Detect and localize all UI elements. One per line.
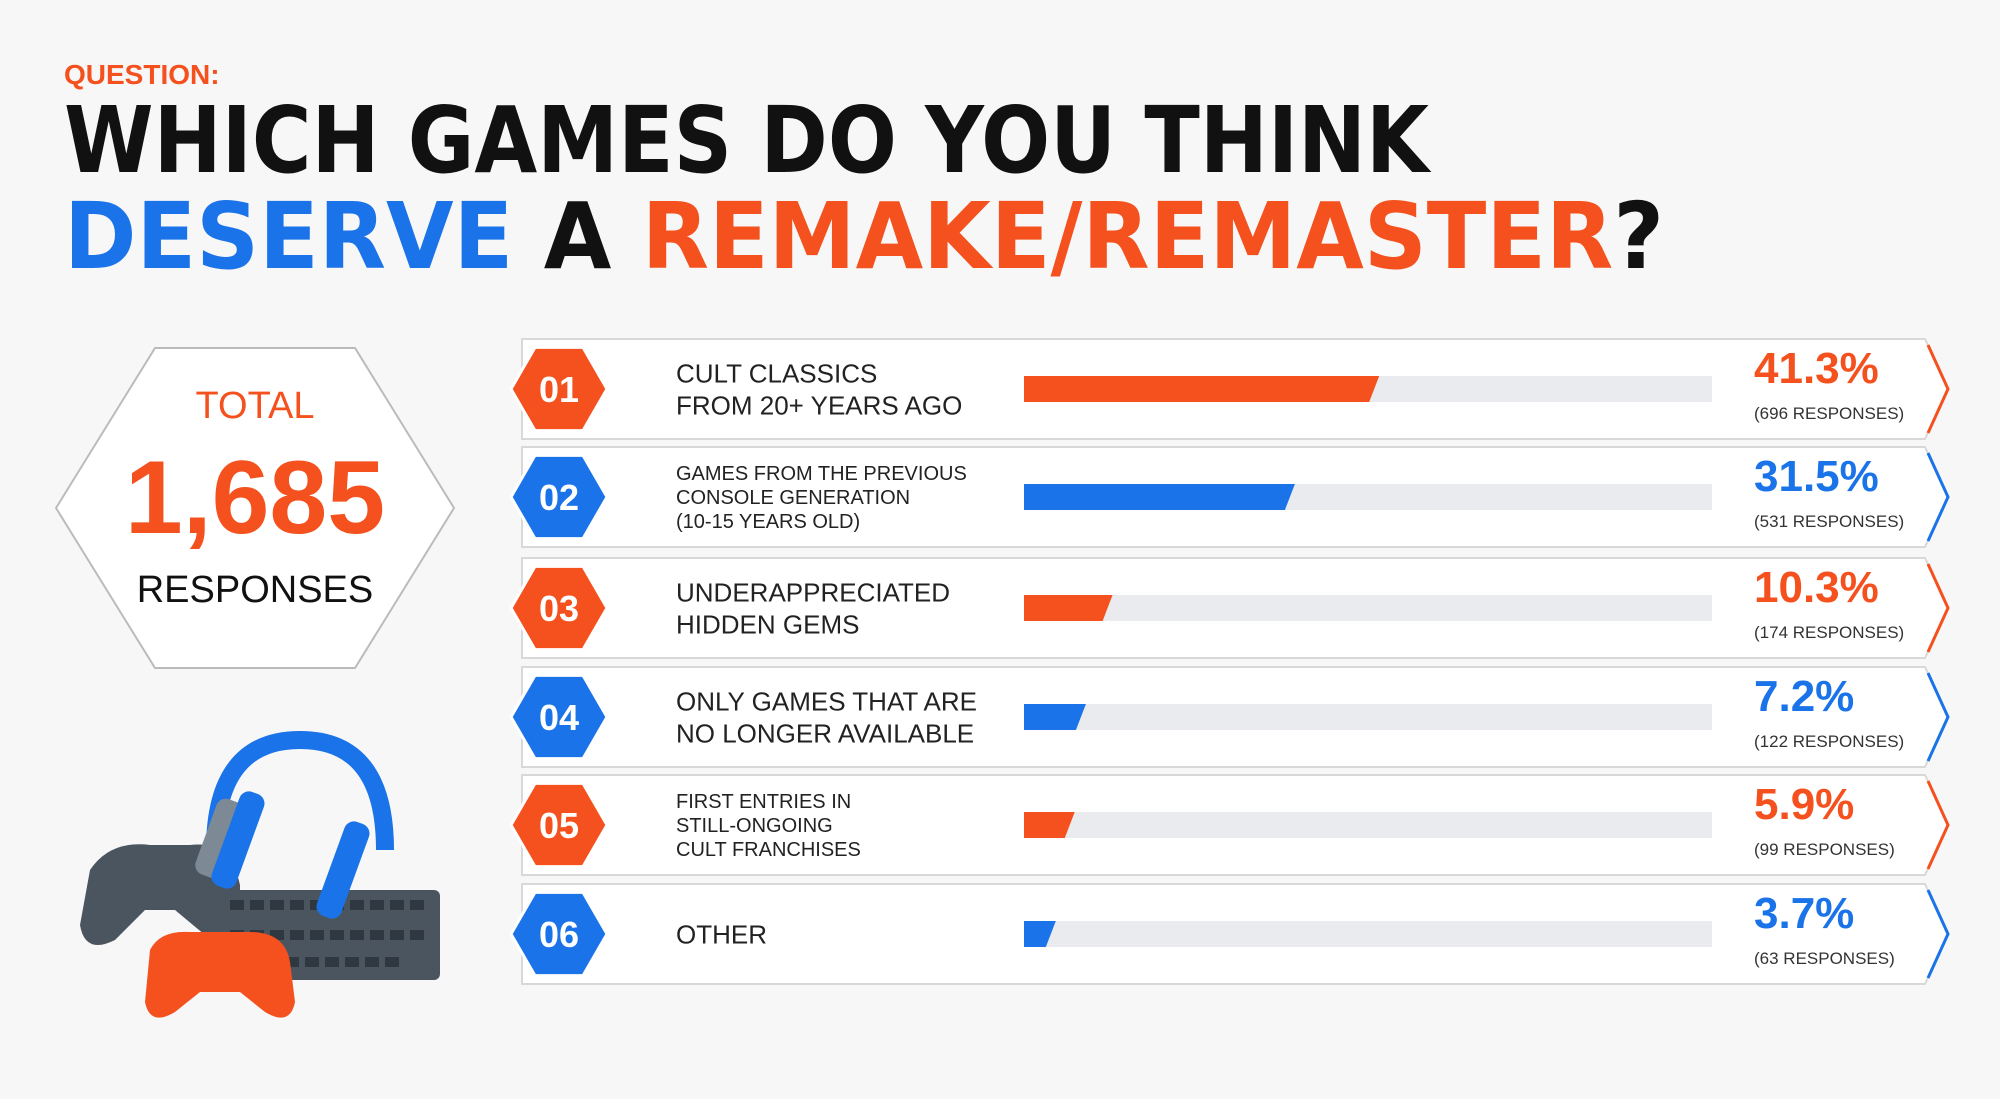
rank-badge xyxy=(509,673,609,761)
response-label: (174 RESPONSES) xyxy=(1754,623,1904,642)
response-label: (531 RESPONSES) xyxy=(1754,512,1904,531)
bar-track xyxy=(1024,812,1712,838)
total-heading: TOTAL xyxy=(196,385,315,427)
bar xyxy=(1024,812,1075,838)
bar xyxy=(1024,484,1295,510)
response-label: (99 RESPONSES) xyxy=(1754,840,1895,859)
total-value: 1,685 xyxy=(125,440,385,556)
value-label: 41.3% xyxy=(1754,344,1879,393)
rank-label: 02 xyxy=(539,477,579,518)
rank-label: 04 xyxy=(539,697,579,738)
category-label: NO LONGER AVAILABLE xyxy=(676,718,974,748)
category-label: CULT FRANCHISES xyxy=(676,839,861,861)
category-label: FROM 20+ YEARS AGO xyxy=(676,390,962,420)
category-label: FIRST ENTRIES IN xyxy=(676,791,851,813)
category-label: CONSOLE GENERATION xyxy=(676,487,910,509)
title-line: DESERVE A REMAKE/REMASTER? xyxy=(64,183,1664,290)
title-part: DESERVE xyxy=(64,183,513,290)
total-hexagon xyxy=(54,347,456,669)
rank-badge xyxy=(509,345,609,433)
response-label: (63 RESPONSES) xyxy=(1754,949,1895,968)
category-label: UNDERAPPRECIATED xyxy=(676,577,950,607)
category-label: OTHER xyxy=(676,919,767,949)
value-label: 10.3% xyxy=(1754,563,1879,612)
response-label: (696 RESPONSES) xyxy=(1754,404,1904,423)
response-label: (122 RESPONSES) xyxy=(1754,732,1904,751)
rank-label: 01 xyxy=(539,369,579,410)
rank-badge xyxy=(509,781,609,869)
value-label: 3.7% xyxy=(1754,889,1854,938)
gaming-icons xyxy=(80,730,440,1018)
category-label: STILL-ONGOING xyxy=(676,815,833,837)
title-part: A xyxy=(544,183,612,290)
question-label: QUESTION: xyxy=(64,59,220,90)
rank-badge xyxy=(509,564,609,652)
value-label: 31.5% xyxy=(1754,452,1879,501)
row-chevron xyxy=(1926,672,1950,762)
bar-track xyxy=(1024,921,1712,947)
category-label: CULT CLASSICS xyxy=(676,358,877,388)
title-line: WHICH GAMES DO YOU THINK xyxy=(64,87,1432,194)
row-chevron xyxy=(1926,452,1950,542)
rank-label: 05 xyxy=(539,805,579,846)
value-label: 7.2% xyxy=(1754,672,1854,721)
row-chevron xyxy=(1926,563,1950,653)
row-chevron xyxy=(1926,780,1950,870)
category-label: HIDDEN GEMS xyxy=(676,609,859,639)
bar-track xyxy=(1024,704,1712,730)
row-chevron xyxy=(1926,889,1950,979)
bar-track xyxy=(1024,595,1712,621)
bar xyxy=(1024,921,1056,947)
rank-badge xyxy=(509,890,609,978)
row-chevron xyxy=(1926,344,1950,434)
bar xyxy=(1024,595,1113,621)
category-label: ONLY GAMES THAT ARE xyxy=(676,686,977,716)
title-part: ? xyxy=(1613,183,1664,290)
category-label: (10-15 YEARS OLD) xyxy=(676,511,860,533)
title-part: REMAKE/REMASTER xyxy=(642,183,1614,290)
rank-label: 03 xyxy=(539,588,579,629)
rank-badge xyxy=(509,453,609,541)
rank-label: 06 xyxy=(539,914,579,955)
value-label: 5.9% xyxy=(1754,780,1854,829)
bar xyxy=(1024,376,1380,402)
category-label: GAMES FROM THE PREVIOUS xyxy=(676,463,967,485)
total-caption: RESPONSES xyxy=(137,569,374,611)
bar xyxy=(1024,704,1086,730)
